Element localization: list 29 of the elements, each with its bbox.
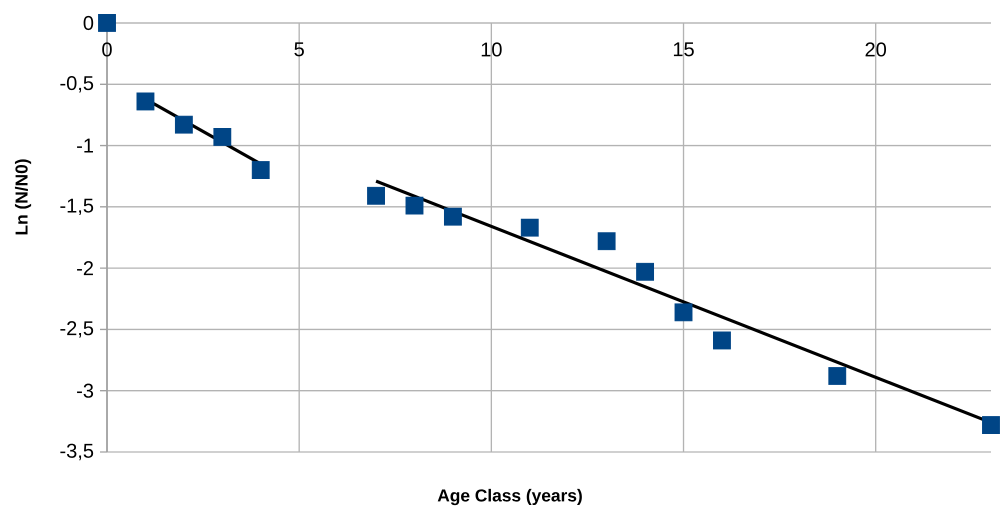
point xyxy=(520,218,539,237)
x-tick-label: 0 xyxy=(102,42,112,57)
y-tick-label: -1 xyxy=(77,138,93,152)
y-tick-label: -3,5 xyxy=(60,444,94,460)
point xyxy=(713,332,731,350)
y-tick-label: -0,5 xyxy=(60,76,94,93)
y-axis-title: Ln (N/N0) xyxy=(14,159,32,234)
point xyxy=(213,128,232,146)
point xyxy=(98,14,116,32)
point xyxy=(828,367,846,385)
point xyxy=(136,92,154,110)
y-tick-label: -3 xyxy=(77,384,94,398)
x-axis-title: Age Class (years) xyxy=(438,488,582,506)
point xyxy=(636,262,654,281)
x-tick-label: 20 xyxy=(866,42,886,57)
point xyxy=(367,186,385,205)
point xyxy=(444,208,462,226)
point xyxy=(406,196,424,215)
y-tick-label: -2 xyxy=(77,261,93,276)
y-tick-label: -1,5 xyxy=(60,198,94,215)
point xyxy=(598,232,616,250)
y-tick-label: -2,5 xyxy=(60,321,94,338)
x-tick-label: 10 xyxy=(482,42,502,57)
x-tick-label: 5 xyxy=(294,42,304,56)
x-tick-label: 15 xyxy=(674,42,694,56)
point xyxy=(252,161,270,180)
point xyxy=(674,303,692,322)
point xyxy=(174,116,193,134)
y-tick-label: 0 xyxy=(84,16,94,30)
